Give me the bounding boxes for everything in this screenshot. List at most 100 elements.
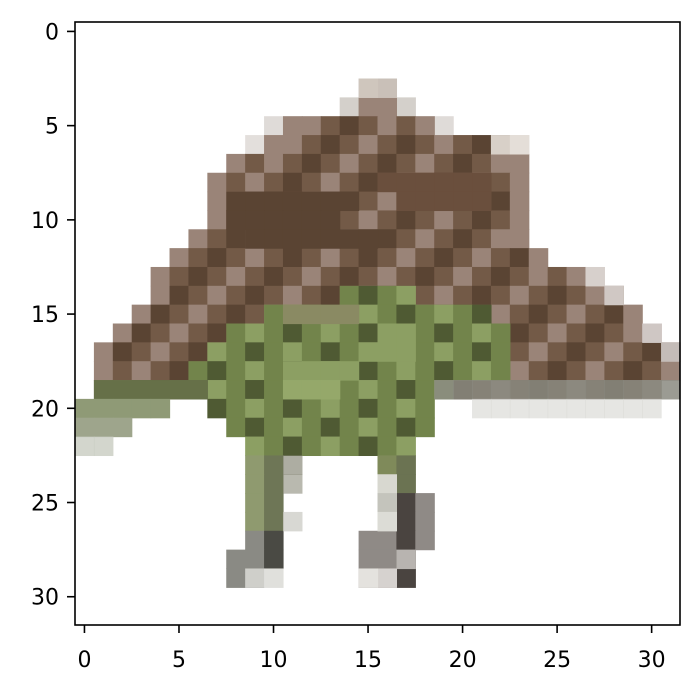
pixel (245, 568, 265, 588)
pixel (320, 380, 341, 400)
pixel (112, 380, 133, 400)
pixel (131, 361, 152, 381)
pixel (264, 153, 284, 174)
pixel (585, 304, 605, 325)
pixel (434, 135, 454, 155)
pixel (585, 285, 605, 306)
pixel (547, 323, 568, 343)
pixel (358, 530, 379, 551)
pixel (245, 323, 265, 343)
pixel (509, 304, 530, 325)
pixel (301, 436, 322, 457)
pixel (604, 361, 624, 381)
pixel (264, 417, 284, 438)
pixel (245, 285, 265, 306)
pixel (377, 116, 398, 136)
pixel (377, 172, 398, 193)
pixel (358, 266, 379, 287)
pixel (245, 549, 265, 570)
pixel (207, 191, 227, 212)
pixel (453, 191, 473, 212)
pixel (623, 398, 643, 419)
y-tick-label: 5 (45, 115, 59, 140)
pixel (434, 172, 454, 193)
pixel (453, 210, 473, 230)
pixel (434, 361, 454, 381)
pixel (339, 266, 360, 287)
pixel (169, 361, 190, 381)
pixel (566, 285, 587, 306)
pixel (528, 380, 549, 400)
pixel (415, 530, 435, 551)
pixel (226, 549, 246, 570)
x-tick-label: 5 (172, 648, 186, 673)
pixel (604, 342, 624, 362)
pixel (472, 135, 492, 155)
pixel (453, 248, 473, 268)
pixel (339, 398, 360, 419)
pixel (377, 97, 398, 117)
pixel (453, 342, 473, 362)
pixel (301, 342, 322, 362)
pixel (112, 323, 133, 343)
pixel (585, 361, 605, 381)
pixel (377, 549, 398, 570)
pixel (377, 436, 398, 457)
pixel (528, 285, 549, 306)
pixel (415, 191, 435, 212)
pixel (264, 285, 284, 306)
x-tick-label: 10 (260, 648, 288, 673)
pixel (75, 436, 95, 457)
pixel (226, 342, 246, 362)
pixel (490, 191, 511, 212)
pixel (490, 266, 511, 287)
pixel (264, 229, 284, 249)
pixel (509, 323, 530, 343)
axes-frame (74, 21, 681, 626)
pixel (264, 342, 284, 362)
pixel (169, 266, 190, 287)
pixel (585, 398, 605, 419)
pixel (320, 342, 341, 362)
pixel (472, 380, 492, 400)
pixel (245, 191, 265, 212)
pixel (377, 248, 398, 268)
pixel (93, 398, 114, 419)
pixel (490, 323, 511, 343)
pixel (490, 210, 511, 230)
pixel (264, 549, 284, 570)
pixel (472, 304, 492, 325)
pixel (509, 172, 530, 193)
pixel (169, 285, 190, 306)
pixel (282, 455, 303, 475)
pixel (377, 210, 398, 230)
pixel (207, 342, 227, 362)
pixel (131, 380, 152, 400)
pixel (245, 380, 265, 400)
pixel (623, 323, 643, 343)
pixel (396, 549, 416, 570)
y-tick-label: 25 (31, 492, 59, 517)
x-tick-label: 15 (354, 648, 382, 673)
pixel (131, 323, 152, 343)
pixel (339, 191, 360, 212)
pixel (434, 380, 454, 400)
pixel (415, 493, 435, 513)
pixel (396, 530, 416, 551)
pixel (623, 342, 643, 362)
pixel (301, 323, 322, 343)
pixel (358, 78, 379, 98)
pixel (396, 285, 416, 306)
pixel (150, 323, 171, 343)
pixel (282, 229, 303, 249)
pixel (396, 417, 416, 438)
pixel (264, 474, 284, 494)
pixel (169, 342, 190, 362)
pixel (339, 285, 360, 306)
pixel (509, 248, 530, 268)
pixel (282, 380, 303, 400)
pixel (528, 398, 549, 419)
pixel (282, 511, 303, 532)
pixel (358, 417, 379, 438)
pixel (396, 361, 416, 381)
